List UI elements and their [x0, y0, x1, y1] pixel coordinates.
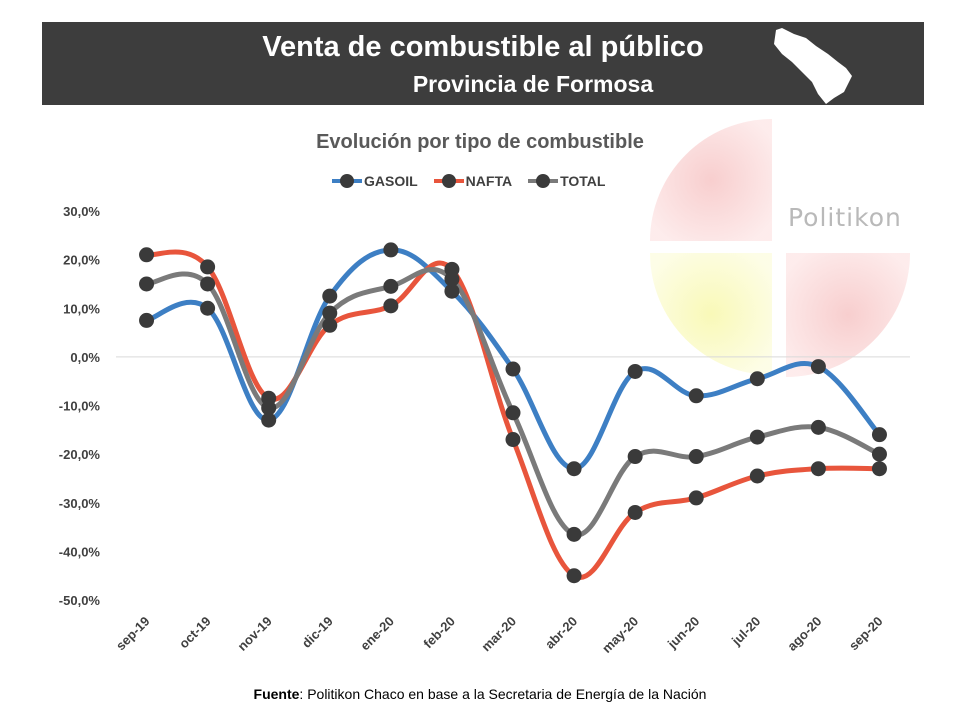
legend-label: TOTAL: [560, 173, 606, 189]
x-tick-label: oct-19: [176, 614, 214, 652]
data-point-total: [505, 405, 521, 421]
header-banner: Venta de combustible al público Provinci…: [42, 22, 924, 105]
data-point-nafta: [505, 432, 521, 448]
legend-item-nafta: NAFTA: [432, 171, 512, 191]
legend-label: GASOIL: [364, 173, 418, 189]
x-tick-label: abr-20: [542, 614, 580, 652]
data-point-gasoil: [627, 363, 643, 379]
y-tick-label: 0,0%: [70, 350, 100, 365]
x-tick-label: sep-20: [846, 614, 886, 654]
page-subtitle: Provincia de Formosa: [412, 71, 654, 97]
series-line-total: [144, 266, 882, 538]
data-point-total: [749, 429, 765, 445]
x-tick-label: sep-19: [113, 614, 153, 654]
x-tick-label: jun-20: [664, 614, 702, 652]
y-tick-label: 20,0%: [63, 253, 100, 268]
x-tick-label: nov-19: [235, 614, 275, 654]
page-title: Venta de combustible al público: [262, 31, 704, 63]
data-point-nafta: [383, 298, 399, 314]
legend-swatch: [528, 174, 559, 188]
data-point-nafta: [566, 568, 582, 584]
data-point-total: [139, 276, 155, 292]
data-point-total: [688, 449, 704, 465]
data-point-nafta: [810, 461, 826, 477]
data-point-gasoil: [383, 242, 399, 258]
data-point-gasoil: [444, 283, 460, 299]
data-point-total: [261, 400, 277, 416]
data-point-total: [566, 526, 582, 542]
x-tick-label: may-20: [599, 614, 641, 656]
data-point-nafta: [871, 461, 887, 477]
legend-label: NAFTA: [465, 173, 513, 189]
data-point-gasoil: [810, 359, 826, 375]
data-point-gasoil: [139, 312, 155, 328]
data-point-gasoil: [871, 427, 887, 443]
x-tick-label: jul-20: [728, 614, 763, 649]
legend-swatch: [433, 174, 464, 188]
y-tick-label: 10,0%: [63, 301, 100, 316]
y-tick-label: -30,0%: [59, 496, 101, 511]
data-point-total: [200, 276, 216, 292]
data-point-total: [383, 278, 399, 294]
source-text: : Politikon Chaco en base a la Secretari…: [299, 686, 707, 702]
y-tick-label: -50,0%: [59, 593, 101, 608]
x-tick-label: ene-20: [357, 614, 397, 654]
source-label: Fuente: [253, 686, 300, 702]
chart-title: Evolución por tipo de combustible: [316, 131, 644, 153]
data-point-nafta: [627, 504, 643, 520]
data-point-total: [444, 271, 460, 287]
legend-swatch: [332, 174, 362, 188]
data-point-gasoil: [566, 461, 582, 477]
legend-item-total: TOTAL: [526, 171, 605, 191]
data-point-total: [627, 449, 643, 465]
data-point-total: [871, 446, 887, 462]
data-point-nafta: [749, 468, 765, 484]
x-tick-label: ago-20: [784, 614, 824, 654]
data-point-gasoil: [749, 371, 765, 387]
y-tick-label: -10,0%: [59, 399, 101, 414]
y-tick-label: -20,0%: [59, 447, 101, 462]
data-point-gasoil: [505, 361, 521, 377]
watermark-text: Politikon: [788, 203, 902, 232]
y-tick-label: 30,0%: [63, 204, 100, 219]
x-tick-label: mar-20: [478, 614, 519, 655]
data-point-nafta: [200, 259, 216, 275]
x-tick-label: feb-20: [420, 614, 458, 652]
legend-item-gasoil: GASOIL: [330, 171, 418, 191]
data-point-total: [322, 305, 338, 321]
x-tick-label: dic-19: [299, 614, 336, 651]
data-point-total: [810, 419, 826, 435]
chart-legend: GASOIL NAFTA TOTAL: [330, 170, 619, 192]
politikon-logo: [650, 119, 910, 377]
y-tick-label: -40,0%: [59, 544, 101, 559]
data-point-gasoil: [688, 388, 704, 404]
data-point-nafta: [688, 490, 704, 506]
data-point-nafta: [322, 317, 338, 333]
data-point-gasoil: [322, 288, 338, 304]
data-point-gasoil: [200, 300, 216, 316]
data-point-gasoil: [261, 412, 277, 428]
data-point-nafta: [139, 247, 155, 263]
formosa-map-icon: [774, 28, 852, 104]
source-note: Fuente: Politikon Chaco en base a la Sec…: [0, 686, 960, 702]
